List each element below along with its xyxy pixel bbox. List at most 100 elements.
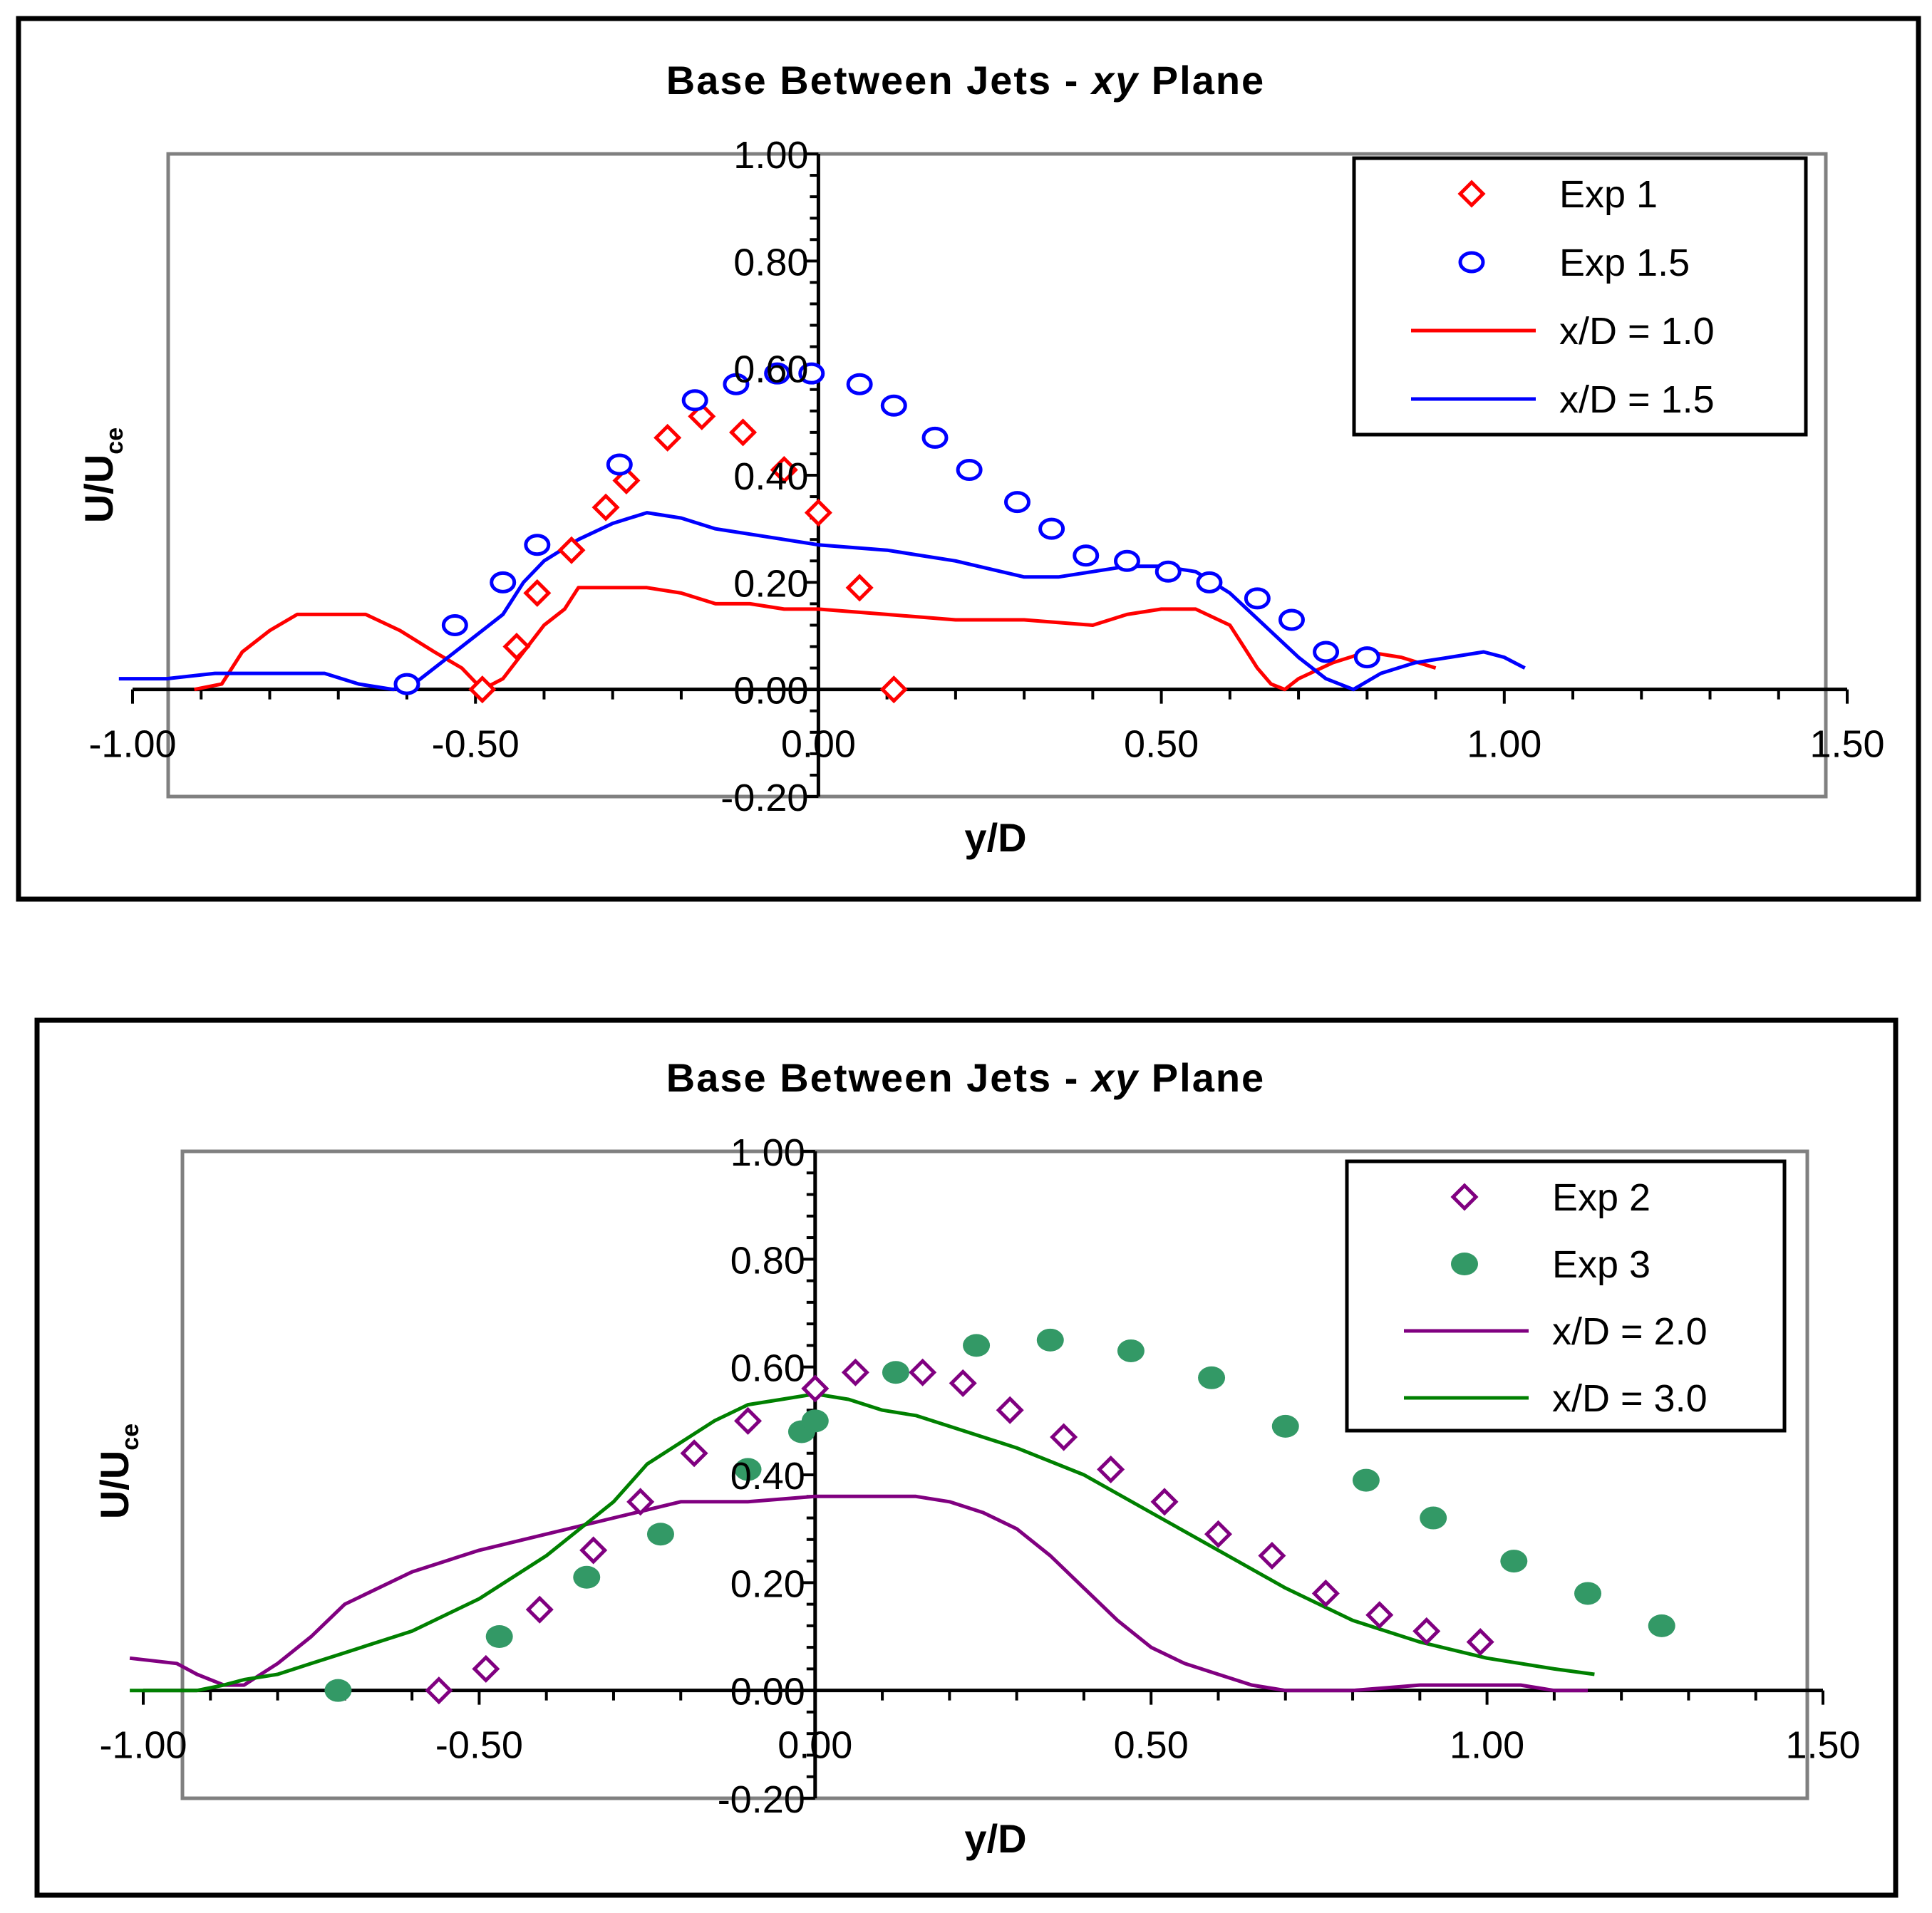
x-tick-label: 0.50: [1114, 1724, 1189, 1767]
point-exp-2: [1412, 1617, 1441, 1645]
x-tick-label: 1.00: [1467, 723, 1541, 766]
point-exp-1-5: [723, 373, 750, 395]
point-exp-1: [879, 675, 908, 704]
legend-swatch-exp-3: [1451, 1253, 1478, 1275]
point-exp-2: [1365, 1601, 1394, 1629]
x-tick-label: 0.50: [1124, 723, 1199, 766]
legend-box: [1345, 1159, 1787, 1433]
legend-label-x-d-1-5: x/D = 1.5: [1559, 378, 1715, 421]
marker-series-group: [324, 1328, 1675, 1705]
point-exp-2: [680, 1439, 708, 1468]
point-exp-1-5: [1038, 517, 1065, 540]
point-exp-3: [573, 1565, 601, 1589]
point-exp-3: [1036, 1328, 1064, 1352]
point-exp-3: [1271, 1414, 1299, 1438]
tick-label-group: -1.00 -0.50 0.00 0.50 1.00 1.50 -0.20 0.00 0.20 0…: [99, 1131, 1860, 1821]
y-tick-label: 0.80: [730, 1239, 805, 1282]
point-exp-1-5: [798, 362, 825, 385]
point-exp-2: [1097, 1455, 1125, 1483]
point-exp-3: [1420, 1506, 1447, 1530]
point-exp-1-5: [1313, 641, 1340, 663]
point-exp-2: [1050, 1423, 1078, 1451]
legend-label-exp-1-5: Exp 1.5: [1559, 242, 1690, 284]
line-series-group: [129, 1392, 1595, 1693]
point-exp-3: [646, 1523, 674, 1546]
point-exp-1: [729, 418, 758, 447]
x-tick-label: 1.50: [1785, 1724, 1860, 1767]
point-exp-1-5: [1196, 571, 1223, 593]
series-line-x-d-1-0: [194, 586, 1437, 692]
chart-top: Base Between Jets - xy Plane -1.00 -0.50 0…: [16, 16, 1921, 902]
point-exp-2: [1466, 1628, 1494, 1657]
y-tick-label: 0.40: [730, 1455, 805, 1498]
point-exp-3: [1500, 1550, 1528, 1573]
point-exp-1-5: [921, 426, 949, 449]
y-tick-label: 0.20: [733, 562, 808, 605]
x-axis-title: y/D: [964, 1816, 1026, 1861]
point-exp-1-5: [1244, 587, 1271, 610]
point-exp-1: [770, 455, 798, 484]
series-line-x-d-2-0: [129, 1494, 1588, 1693]
y-axis-title: U/Uce: [76, 427, 128, 523]
y-tick-label: 1.00: [730, 1131, 805, 1174]
legend-label-x-d-2-0: x/D = 2.0: [1552, 1310, 1708, 1353]
chart-outer-frame: [16, 16, 1921, 902]
legend-entries: Exp 1 Exp 1.5 x/D = 1.0 x/D = 1.5: [1411, 173, 1715, 421]
point-exp-1: [502, 632, 531, 661]
y-tick-label: 0.60: [733, 348, 808, 391]
tick-label-group: -1.00 -0.50 0.00 0.50 1.00 1.50 -0.20 0.00 0.20 0…: [88, 134, 1884, 819]
tick-group: [131, 152, 1849, 798]
legend-label-x-d-3-0: x/D = 3.0: [1552, 1377, 1708, 1420]
legend: Exp 2 Exp 3 x/D = 2.0 x/D = 3.0: [1345, 1159, 1787, 1433]
point-exp-2: [579, 1536, 608, 1565]
legend-box: [1352, 156, 1808, 437]
x-tick-label: 0.00: [781, 723, 856, 766]
point-exp-1-5: [1154, 560, 1182, 583]
point-exp-1-5: [606, 453, 633, 476]
point-exp-1-5: [1353, 646, 1380, 669]
y-tick-label: -0.20: [718, 1778, 805, 1821]
point-exp-2: [1204, 1520, 1233, 1548]
y-tick-label: 0.40: [733, 455, 808, 498]
point-exp-2: [801, 1374, 830, 1403]
x-tick-label: -1.00: [99, 1724, 187, 1767]
x-tick-label: 0.00: [778, 1724, 852, 1767]
y-tick-label: 0.60: [730, 1347, 805, 1390]
point-exp-1: [804, 499, 832, 527]
point-exp-1-5: [846, 373, 873, 395]
plot-area: [166, 152, 1828, 799]
point-exp-1-5: [1073, 544, 1100, 567]
point-exp-2: [525, 1595, 554, 1624]
point-exp-1: [468, 675, 497, 704]
y-tick-label: 0.00: [730, 1671, 805, 1714]
point-exp-2: [733, 1406, 763, 1435]
y-axis-title: U/Uce: [92, 1424, 144, 1519]
legend-label-exp-2: Exp 2: [1552, 1176, 1651, 1219]
chart-bottom: Base Between Jets - xy Plane -1.00 -0.50 0…: [34, 1017, 1899, 1898]
point-exp-2: [626, 1488, 655, 1516]
point-exp-1: [557, 536, 586, 564]
point-exp-2: [909, 1358, 937, 1386]
point-exp-1-5: [880, 394, 907, 417]
point-exp-1-5: [764, 362, 791, 385]
point-exp-3: [882, 1361, 909, 1384]
x-tick-label: 1.50: [1809, 723, 1884, 766]
point-exp-2: [996, 1396, 1024, 1424]
point-exp-2: [1258, 1541, 1286, 1570]
point-exp-1-5: [490, 571, 517, 593]
legend-label-exp-3: Exp 3: [1552, 1243, 1651, 1286]
legend: Exp 1 Exp 1.5 x/D = 1.0 x/D = 1.5: [1352, 156, 1808, 437]
point-exp-3: [801, 1409, 829, 1433]
point-exp-3: [1648, 1614, 1675, 1637]
x-tick-label: -0.50: [432, 723, 520, 766]
chart-title: Base Between Jets - xy Plane: [666, 1055, 1265, 1100]
point-exp-1-5: [1113, 549, 1140, 572]
point-exp-3: [324, 1679, 352, 1702]
point-exp-3: [963, 1334, 991, 1357]
legend-label-exp-1: Exp 1: [1559, 173, 1658, 216]
point-exp-3: [734, 1458, 762, 1481]
point-exp-2: [425, 1676, 453, 1705]
point-exp-3: [485, 1625, 513, 1648]
point-exp-1: [592, 493, 620, 522]
